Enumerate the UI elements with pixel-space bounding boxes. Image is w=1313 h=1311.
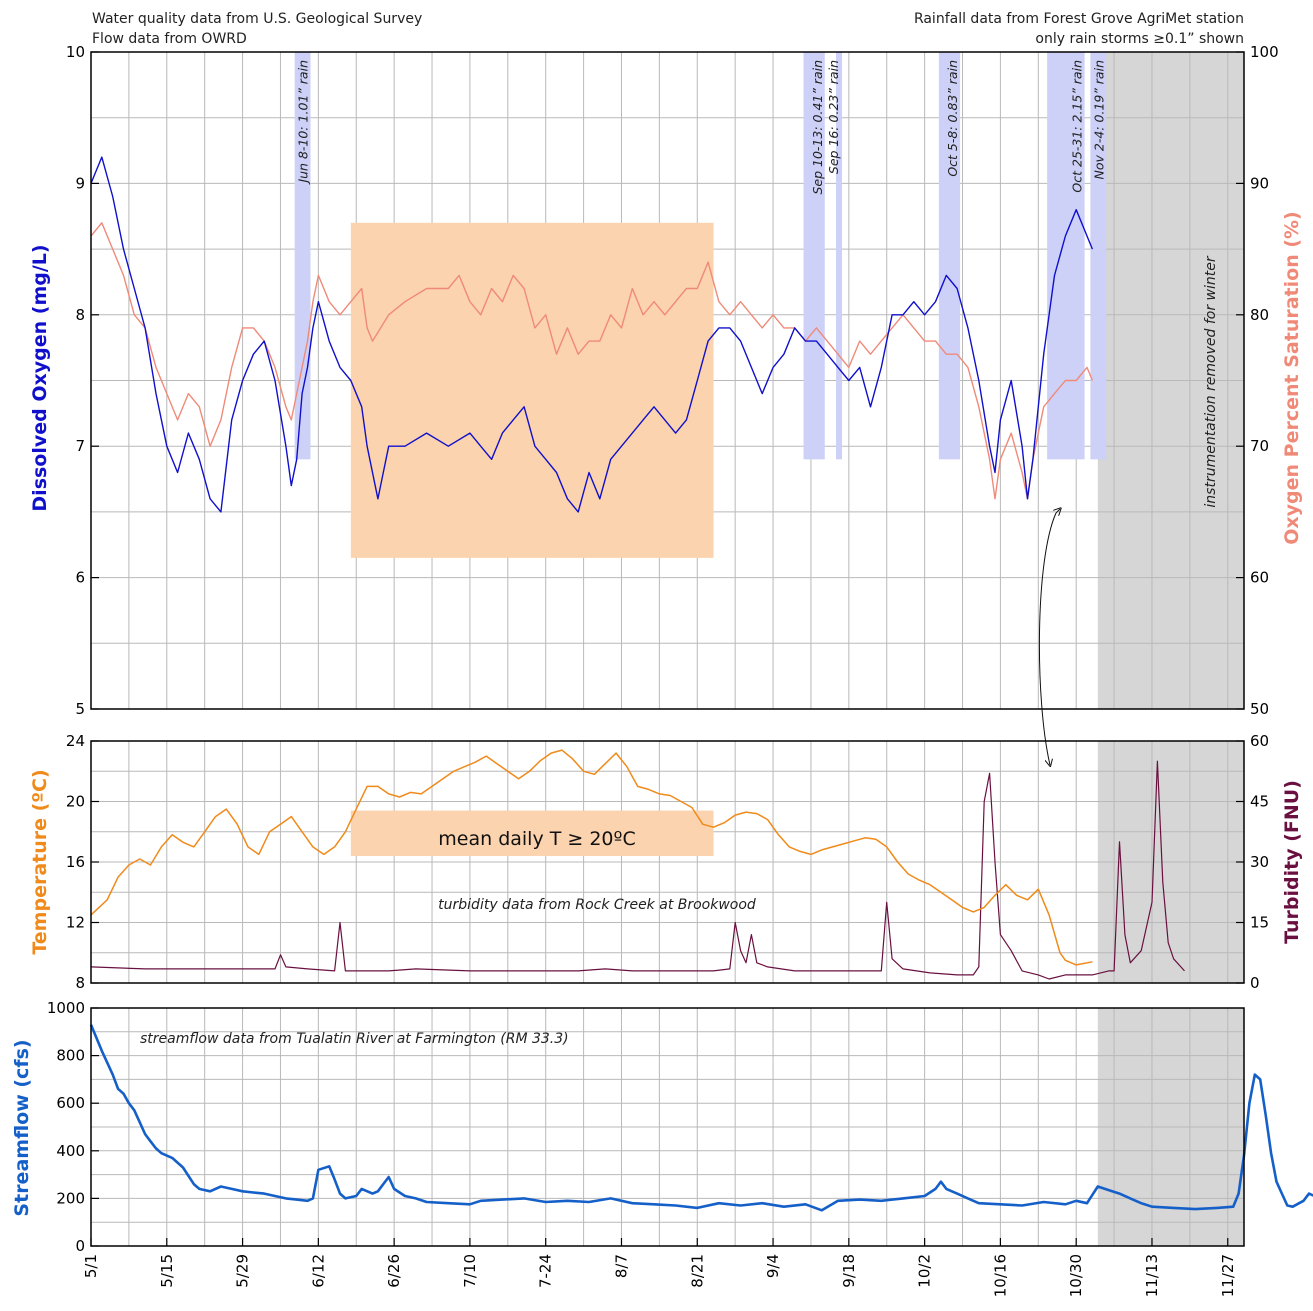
x-tick-label: 8/7 [612,1254,630,1278]
rain-event-label: Sep 16: 0.23” rain [826,60,841,174]
x-tick-label: 8/21 [688,1254,706,1288]
y-tick-label: 24 [66,732,85,750]
x-tick-label: 9/4 [764,1254,782,1278]
y-tick-label: 6 [75,569,85,587]
rain-band [294,52,311,460]
x-tick-label: 5/15 [158,1254,176,1288]
y-tick-label: 20 [66,793,85,811]
x-tick-label: 7/10 [461,1254,479,1288]
y-tick-label: 800 [56,1047,85,1065]
y-tick-label: 200 [56,1189,85,1207]
y-tick-label-right: 15 [1250,914,1269,932]
temperature-axis-title: Temperature (ºC) [29,769,51,954]
rain-threshold-note: only rain storms ≥0.1” shown [1035,31,1244,47]
x-tick-label: 6/12 [309,1254,327,1288]
rain-event-label: Oct 25-31: 2.15” rain [1070,60,1085,193]
rain-event-label: Nov 2-4: 0.19” rain [1091,60,1106,180]
temperature-threshold-box [350,810,714,856]
temperature-threshold-label: mean daily T ≥ 20ºC [438,828,635,850]
streamflow-panel: 0 200 400 600 800 1000 5/1 5/15 5/29 6/12 6/26 7/10… [47,999,1313,1297]
x-tick-label: 5/29 [234,1254,252,1288]
y-tick-label: 0 [75,1237,85,1255]
y-tick-label: 12 [66,914,85,932]
link-arrow-down [1038,512,1057,765]
rain-event-label: Sep 10-13: 0.41” rain [810,60,825,195]
x-tick-label: 9/18 [840,1254,858,1288]
warm-period-highlight [350,222,714,558]
y-tick-label: 16 [66,853,85,871]
y-tick-label-right: 0 [1250,974,1260,992]
x-tick-label: 7-24 [537,1254,555,1288]
rain-band [938,52,961,460]
temperature-turbidity-panel: 8 12 16 20 24 0 15 30 45 60 [66,509,1269,992]
temperature-line [90,749,1093,966]
y-tick-label: 7 [75,437,85,455]
y-tick-label-right: 60 [1250,732,1269,750]
source-note-usgs: Water quality data from U.S. Geological … [92,11,422,27]
x-tick-label: 10/16 [991,1254,1009,1297]
oxygen-panel: Jun 8-10: 1.01” rain Sep 10-13: 0.41” rai… [66,43,1279,718]
y-tick-label: 1000 [47,999,85,1017]
rain-band [1047,52,1085,460]
y-tick-label: 5 [75,700,85,718]
x-tick-label: 5/1 [82,1254,100,1278]
y-tick-label-right: 80 [1250,306,1269,324]
dissolved-oxygen-line [90,156,1094,513]
y-tick-label-right: 45 [1250,793,1269,811]
rain-band [1090,52,1107,460]
source-note-owrd: Flow data from OWRD [92,31,247,47]
y-tick-label: 8 [75,974,85,992]
plot-frame [90,1007,1245,1247]
y-tick-label: 9 [75,174,85,192]
link-arrow-up [1056,509,1060,513]
y-tick-label: 10 [66,43,85,61]
winter-removal-note: instrumentation removed for winter [1203,255,1219,507]
do-axis-title: Dissolved Oxygen (mg/L) [29,244,51,511]
y-tick-label-right: 90 [1250,174,1269,192]
saturation-axis-title: Oxygen Percent Saturation (%) [1281,211,1303,544]
turbidity-line [90,760,1185,980]
x-tick-label: 10/2 [916,1254,934,1288]
y-tick-label: 600 [56,1094,85,1112]
turbidity-source-note: turbidity data from Rock Creek at Brookw… [438,897,756,913]
y-tick-label-right: 50 [1250,700,1269,718]
streamflow-axis-title: Streamflow (cfs) [11,1039,33,1216]
streamflow-line [89,1024,1313,1212]
y-tick-label-right: 60 [1250,569,1269,587]
x-tick-label: 6/26 [385,1254,403,1288]
y-tick-label: 8 [75,306,85,324]
source-note-agrimet: Rainfall data from Forest Grove AgriMet … [914,11,1244,27]
saturation-line [90,222,1094,500]
rain-event-label: Jun 8-10: 1.01” rain [296,60,311,186]
streamflow-source-note: streamflow data from Tualatin River at F… [140,1031,569,1047]
plot-frame [90,51,1245,710]
x-tick-label: 11/27 [1219,1254,1237,1297]
x-tick-label: 11/13 [1143,1254,1161,1297]
rain-band [803,52,825,460]
y-tick-label-right: 70 [1250,437,1269,455]
x-tick-label: 10/30 [1067,1254,1085,1297]
y-tick-label-right: 100 [1250,43,1279,61]
rain-band [836,52,843,460]
turbidity-axis-title: Turbidity (FNU) [1281,780,1303,944]
y-tick-label: 400 [56,1142,85,1160]
y-tick-label-right: 30 [1250,853,1269,871]
rain-event-label: Oct 5-8: 0.83” rain [945,60,960,177]
